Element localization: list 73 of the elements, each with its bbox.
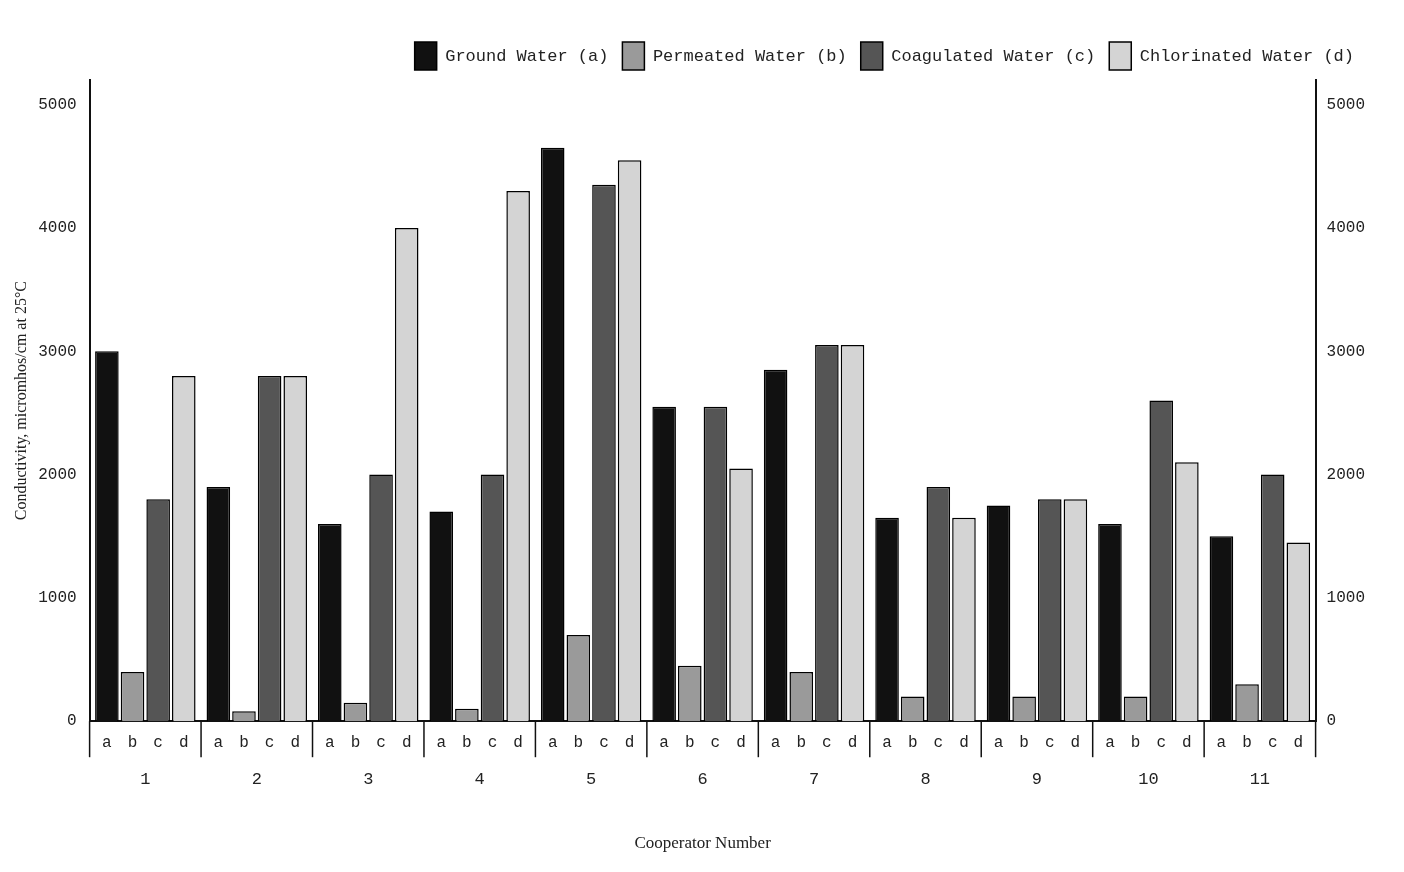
text: d	[847, 734, 858, 753]
text: a	[1216, 734, 1227, 753]
text: c	[487, 734, 498, 753]
legend-label: Permeated Water (b)	[652, 46, 847, 66]
text: a	[436, 734, 447, 753]
legend-label: Coagulated Water (c)	[891, 46, 1096, 66]
text: a	[324, 734, 335, 753]
text: b	[1130, 734, 1141, 753]
y-tick-label: 1000	[38, 589, 77, 608]
text: c	[933, 734, 944, 753]
text: d	[1070, 734, 1081, 753]
text: b	[1019, 734, 1029, 753]
x-tick-label: 4	[474, 769, 485, 789]
x-tick-label: 1	[140, 769, 151, 789]
text: c	[264, 734, 275, 753]
text: a	[102, 734, 113, 753]
text: c	[153, 734, 163, 753]
text: a	[213, 734, 224, 753]
text: c	[1156, 734, 1167, 753]
y2-tick-label: 0	[1326, 712, 1337, 731]
text: a	[993, 734, 1004, 753]
text: a	[659, 734, 669, 753]
text: c	[1267, 734, 1278, 753]
y-tick-label: 2000	[38, 465, 77, 484]
text: c	[376, 734, 386, 753]
y2-tick-label: 1000	[1326, 589, 1365, 608]
x-tick-label: 11	[1249, 769, 1271, 789]
text: a	[882, 734, 892, 753]
text: b	[684, 734, 695, 753]
text: b	[350, 734, 361, 753]
x-tick-label: 9	[1031, 769, 1043, 789]
text: a	[770, 734, 781, 753]
text: d	[513, 734, 523, 753]
y-tick-label: 5000	[38, 95, 77, 114]
text: d	[1182, 734, 1192, 753]
text: b	[239, 734, 249, 753]
y2-tick-label: 2000	[1326, 465, 1365, 484]
text: a	[547, 734, 558, 753]
x-tick-label: 8	[920, 769, 931, 789]
text: a	[1105, 734, 1115, 753]
text: b	[796, 734, 807, 753]
x-tick-label: 2	[251, 769, 262, 789]
text: d	[178, 734, 189, 753]
text: b	[127, 734, 138, 753]
text: c	[710, 734, 721, 753]
text: c	[599, 734, 609, 753]
y2-tick-label: 5000	[1326, 95, 1365, 114]
x-axis-title: Cooperator Number	[634, 833, 772, 853]
text: b	[462, 734, 472, 753]
y-tick-label: 0	[67, 712, 77, 731]
text: d	[1293, 734, 1304, 753]
y-axis-title: Conductivity, micromhos/cm at 25°C	[11, 281, 30, 521]
y2-tick-label: 3000	[1326, 342, 1365, 361]
y-tick-label: 3000	[38, 342, 77, 361]
text: b	[573, 734, 584, 753]
y2-tick-label: 4000	[1326, 219, 1365, 238]
text: d	[401, 734, 412, 753]
text: c	[1044, 734, 1055, 753]
legend-label: Ground Water (a)	[445, 46, 609, 66]
x-tick-label: 5	[586, 769, 597, 789]
y-tick-label: 4000	[38, 219, 77, 238]
text: b	[907, 734, 918, 753]
x-tick-label: 3	[363, 769, 374, 789]
legend-label: Chlorinated Water (d)	[1139, 46, 1355, 66]
text: b	[1242, 734, 1252, 753]
text: c	[822, 734, 832, 753]
text: d	[736, 734, 746, 753]
x-tick-label: 10	[1138, 769, 1159, 789]
text: d	[290, 734, 301, 753]
x-tick-label: 7	[808, 769, 820, 789]
text: d	[959, 734, 969, 753]
x-tick-label: 6	[697, 769, 708, 789]
text: d	[624, 734, 635, 753]
